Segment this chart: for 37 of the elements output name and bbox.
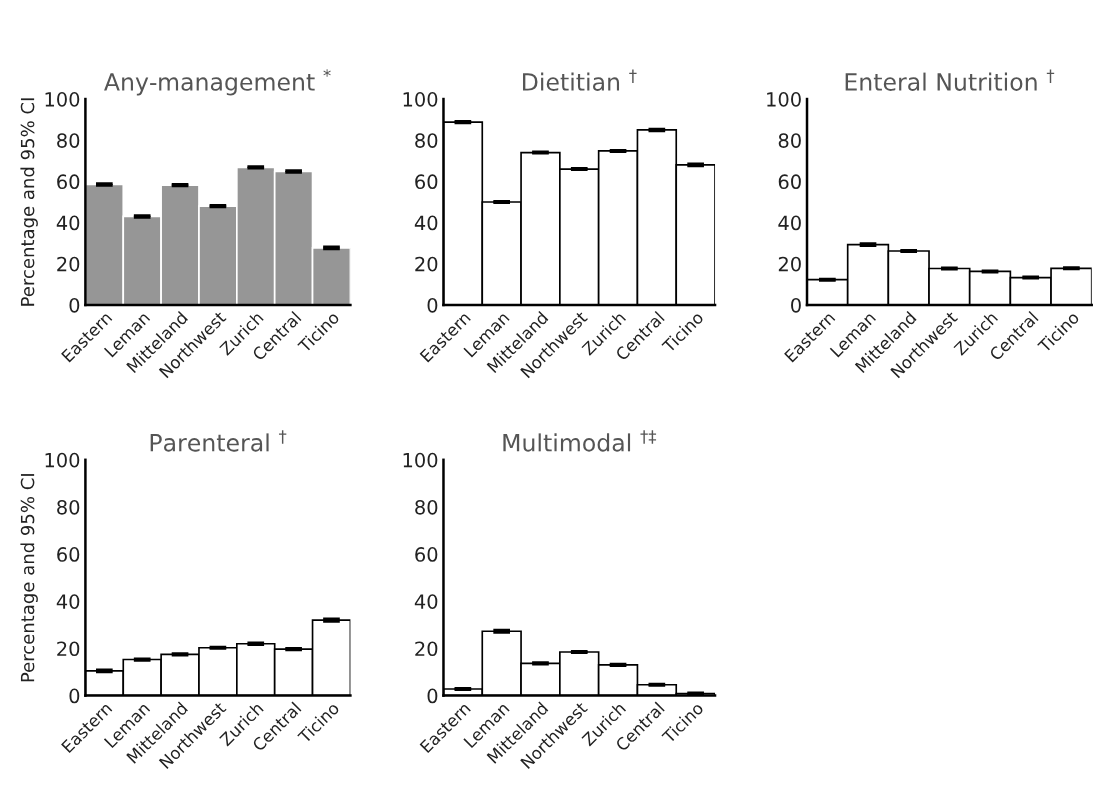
y-tick-label: 0 — [427, 688, 438, 704]
y-tick-label: 20 — [415, 256, 438, 272]
y-tick-label: 40 — [56, 594, 80, 609]
y-tick-label: 80 — [415, 133, 438, 148]
chart-title: Parenteral $^{†}$ — [150, 430, 287, 452]
y-tick-label: 100 — [403, 91, 438, 107]
y-tick-label: 0 — [69, 688, 80, 704]
y-tick-label: 60 — [57, 174, 80, 190]
y-tick-label: 40 — [414, 215, 438, 231]
y-axis-title: Percentage and 95% CI — [20, 474, 38, 682]
y-tick-label: 40 — [414, 594, 438, 609]
y-tick-label: 100 — [767, 91, 801, 107]
y-tick-label: 100 — [45, 91, 80, 107]
y-tick-label: 40 — [56, 215, 80, 231]
y-tick-label: 20 — [778, 256, 801, 272]
y-tick-label: 60 — [415, 547, 438, 562]
y-tick-label: 20 — [415, 641, 438, 657]
y-tick-label: 20 — [57, 641, 80, 657]
y-tick-label: 60 — [778, 174, 801, 190]
y-tick-label: 80 — [778, 133, 801, 148]
y-tick-label: 60 — [415, 174, 438, 190]
y-tick-label: 80 — [57, 133, 80, 148]
chart-title: Any-management $^{*}$ — [104, 69, 331, 96]
y-tick-label: 0 — [69, 297, 80, 313]
y-tick-label: 80 — [415, 499, 438, 515]
y-tick-label: 20 — [57, 256, 80, 272]
chart-title: Multimodal $^{†‡}$ — [503, 430, 657, 452]
y-tick-label: 0 — [791, 297, 801, 313]
chart-title: Dietitian $^{†}$ — [523, 69, 637, 91]
y-tick-label: 80 — [57, 499, 80, 515]
y-tick-label: 40 — [778, 215, 801, 231]
y-tick-label: 0 — [427, 297, 438, 313]
y-tick-label: 100 — [45, 452, 80, 468]
y-tick-label: 100 — [403, 452, 438, 468]
y-tick-label: 60 — [57, 547, 80, 562]
chart-title: Enteral Nutrition $^{†}$ — [845, 69, 1055, 91]
y-axis-title: Percentage and 95% CI — [20, 98, 38, 306]
